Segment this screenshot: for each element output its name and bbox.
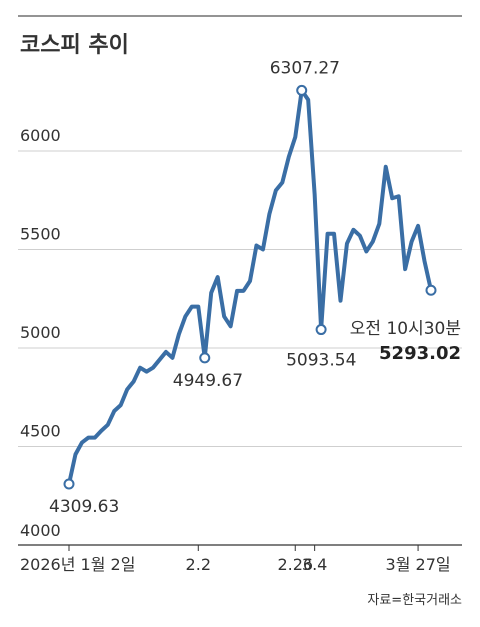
annotation-note: 오전 10시30분 [350,319,461,339]
y-tick-label: 4000 [20,521,61,540]
y-tick-label: 6000 [20,126,61,145]
x-tick-label: 2.2 [186,555,211,574]
annotation-marker [199,352,211,364]
y-axis: 4000 4500 5000 5500 6000 [20,126,61,540]
annotation-label: 5293.02 [379,343,461,364]
x-tick-label: 3월 27일 [386,555,451,574]
annotation-label: 6307.27 [270,58,340,78]
series-line [67,88,433,486]
annotation-marker [296,84,308,96]
x-axis: 2026년 1월 2일 2.2 2.263.4 3월 27일 [18,544,462,574]
annotation-label: 4949.67 [173,371,243,391]
y-tick-label: 4500 [20,421,61,440]
annotation-marker [425,284,437,296]
chart-title: 코스피 추이 [20,33,129,58]
annotation-marker [63,478,75,490]
y-tick-label: 5000 [20,323,61,342]
grid [18,150,462,447]
source-note: 자료=한국거래소 [367,593,462,608]
x-tick-label: 2.26 [277,555,313,574]
x-tick-label: 2026년 1월 2일 [20,555,135,574]
annotation-marker [315,324,327,336]
y-tick-label: 5500 [20,224,61,243]
annotations: 4309.63 4949.67 6307.27 5093.54 오전 10시30분 529… [49,58,461,517]
series-group [67,88,433,486]
annotation-label: 5093.54 [286,351,356,371]
x-tick-label: 3.4 [302,555,327,574]
annotation-label: 4309.63 [49,497,119,517]
